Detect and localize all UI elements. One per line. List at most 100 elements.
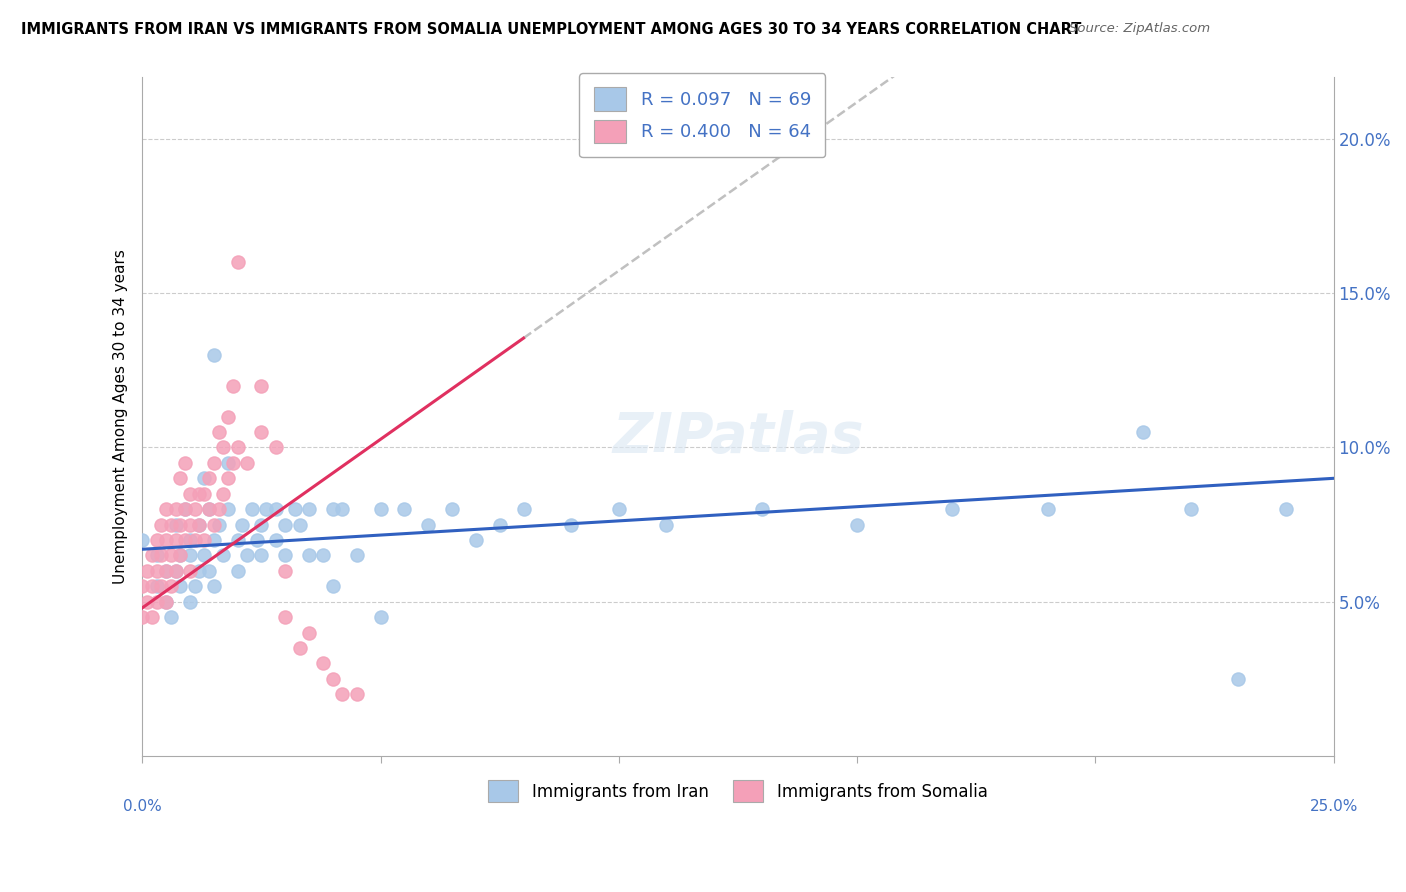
Point [193, 487, 215, 501]
Point [188, 517, 211, 532]
Point [207, 517, 229, 532]
Point [346, 549, 368, 563]
Point [322, 502, 344, 516]
Point [226, 533, 249, 547]
Point [150, 549, 173, 563]
Point [179, 517, 201, 532]
Point [131, 533, 153, 547]
Point [332, 687, 354, 701]
Point [174, 533, 197, 547]
Point [274, 549, 297, 563]
Point [240, 502, 263, 516]
Point [198, 471, 221, 485]
Point [169, 579, 191, 593]
Point [298, 625, 321, 640]
Point [169, 471, 191, 485]
Point [607, 502, 630, 516]
Point [198, 502, 221, 516]
Point [179, 564, 201, 578]
Point [512, 502, 534, 516]
Point [188, 487, 211, 501]
Point [202, 533, 225, 547]
Point [174, 502, 197, 516]
Point [217, 502, 239, 516]
Point [165, 564, 187, 578]
Point [207, 425, 229, 439]
Point [1227, 672, 1250, 686]
Point [332, 502, 354, 516]
Point [250, 549, 273, 563]
Point [174, 456, 197, 470]
Text: Source: ZipAtlas.com: Source: ZipAtlas.com [1069, 22, 1209, 36]
Point [193, 549, 215, 563]
Point [488, 517, 510, 532]
Point [346, 687, 368, 701]
Point [312, 657, 335, 671]
Point [298, 502, 321, 516]
Point [165, 564, 187, 578]
Point [222, 379, 245, 393]
Point [202, 517, 225, 532]
Point [274, 610, 297, 624]
Point [1180, 502, 1202, 516]
Point [370, 502, 392, 516]
Point [322, 579, 344, 593]
Point [298, 549, 321, 563]
Point [284, 502, 307, 516]
Point [141, 549, 163, 563]
Point [264, 533, 287, 547]
Point [141, 610, 163, 624]
Point [150, 579, 173, 593]
Point [169, 517, 191, 532]
Point [165, 533, 187, 547]
Point [274, 517, 297, 532]
Point [207, 502, 229, 516]
Point [193, 533, 215, 547]
Point [231, 517, 253, 532]
Point [246, 533, 269, 547]
Point [160, 579, 183, 593]
Point [131, 579, 153, 593]
Point [183, 533, 205, 547]
Point [145, 564, 167, 578]
Point [941, 502, 963, 516]
Point [174, 502, 197, 516]
Point [464, 533, 486, 547]
Point [188, 517, 211, 532]
Point [236, 456, 259, 470]
Point [1036, 502, 1059, 516]
Point [312, 549, 335, 563]
Point [250, 425, 273, 439]
Point [217, 409, 239, 424]
Point [155, 564, 177, 578]
Point [264, 441, 287, 455]
Point [141, 579, 163, 593]
Point [193, 471, 215, 485]
Point [217, 456, 239, 470]
Point [418, 517, 440, 532]
Point [160, 517, 183, 532]
Point [217, 471, 239, 485]
Point [169, 549, 191, 563]
Point [160, 549, 183, 563]
Point [179, 549, 201, 563]
Point [155, 533, 177, 547]
Y-axis label: Unemployment Among Ages 30 to 34 years: Unemployment Among Ages 30 to 34 years [114, 249, 128, 584]
Point [160, 610, 183, 624]
Point [250, 379, 273, 393]
Point [136, 595, 159, 609]
Point [1132, 425, 1154, 439]
Point [751, 502, 773, 516]
Point [165, 502, 187, 516]
Text: IMMIGRANTS FROM IRAN VS IMMIGRANTS FROM SOMALIA UNEMPLOYMENT AMONG AGES 30 TO 34: IMMIGRANTS FROM IRAN VS IMMIGRANTS FROM … [21, 22, 1081, 37]
Text: 0.0%: 0.0% [122, 799, 162, 814]
Point [441, 502, 464, 516]
Point [202, 579, 225, 593]
Point [264, 502, 287, 516]
Point [226, 441, 249, 455]
Point [655, 517, 678, 532]
Text: 25.0%: 25.0% [1309, 799, 1358, 814]
Point [394, 502, 416, 516]
Point [212, 441, 235, 455]
Point [188, 564, 211, 578]
